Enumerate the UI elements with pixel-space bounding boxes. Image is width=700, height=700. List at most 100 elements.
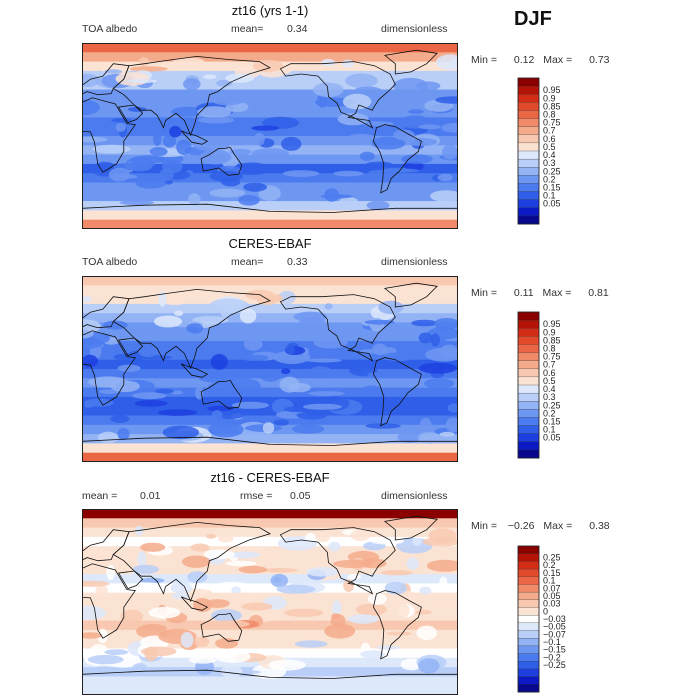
field-patch: [386, 631, 412, 636]
zonal-band: [82, 387, 458, 398]
field-patch: [339, 197, 358, 206]
coastline: [112, 55, 271, 137]
field-patch: [416, 625, 438, 641]
field-patch: [209, 298, 249, 312]
field-patch: [418, 124, 441, 130]
panel3-title: zt16 - CERES-EBAF: [210, 470, 330, 485]
field-patch: [273, 419, 289, 426]
field-patch: [383, 352, 415, 362]
field-patch: [232, 162, 271, 176]
field-patch: [281, 368, 291, 375]
field-patch: [92, 144, 131, 154]
colorbar-swatch: [517, 110, 540, 119]
field-patch: [439, 576, 448, 590]
field-patch: [121, 555, 133, 560]
zonal-band: [82, 648, 458, 659]
field-patch: [411, 319, 438, 327]
field-patch: [95, 585, 108, 597]
colorbar-swatch: [517, 599, 540, 608]
panel3-max-label: Max =: [543, 520, 573, 532]
field-patch: [140, 577, 165, 584]
colorbar-tick-label: 0.15: [543, 183, 561, 193]
field-patch: [398, 603, 410, 618]
field-patch: [211, 609, 242, 622]
field-patch: [157, 409, 198, 416]
field-patch: [306, 358, 342, 363]
field-patch: [82, 354, 98, 368]
field-patch: [294, 640, 328, 648]
field-patch: [170, 390, 183, 395]
field-patch: [220, 665, 243, 678]
coastline: [200, 379, 243, 409]
field-patch: [418, 658, 440, 674]
field-patch: [166, 117, 186, 123]
field-patch: [365, 423, 401, 429]
map-frame: [82, 509, 458, 695]
colorbar-swatch: [517, 368, 540, 378]
colorbar-tick-label: 0.7: [543, 126, 556, 136]
colorbar-swatch: [517, 207, 540, 217]
panel1-mean-value: 0.34: [287, 23, 308, 35]
panel2-map: [82, 276, 458, 462]
field-patch: [419, 586, 432, 595]
field-patch: [376, 645, 400, 650]
colorbar-tick-label: −0.03: [543, 614, 566, 624]
colorbar-tick-label: 0.7: [543, 360, 556, 370]
field-patch: [138, 347, 158, 358]
field-patch: [216, 79, 233, 87]
field-patch: [333, 170, 364, 177]
field-patch: [435, 54, 458, 71]
panel1-mean-label: mean=: [231, 23, 264, 35]
zonal-band: [82, 108, 458, 118]
field-patch: [82, 632, 103, 639]
colorbar-swatch: [517, 77, 540, 87]
field-patch: [296, 411, 327, 420]
field-patch: [321, 58, 335, 67]
field-patch: [211, 620, 250, 628]
field-patch: [243, 182, 267, 192]
field-patch: [422, 536, 458, 547]
panel1-colorbar: 0.950.90.850.80.750.70.60.50.40.30.250.2…: [517, 77, 561, 225]
coastline: [180, 130, 209, 145]
panel3-min-label: Min =: [471, 520, 497, 532]
colorbar-swatch: [517, 142, 540, 152]
colorbar-tick-label: 0.9: [543, 327, 556, 337]
field-patch: [185, 93, 212, 101]
colorbar-tick-label: −0.2: [543, 652, 561, 662]
colorbar-swatch: [517, 352, 540, 362]
field-patch: [97, 628, 108, 644]
colorbar-tick-label: 0.5: [543, 376, 556, 386]
field-patch: [203, 74, 217, 80]
field-patch: [259, 368, 282, 382]
zonal-band: [82, 276, 458, 286]
zonal-band: [82, 331, 458, 342]
coastline: [82, 203, 458, 229]
colorbar-swatch: [517, 392, 540, 402]
field-patch: [174, 310, 184, 316]
field-patch: [82, 605, 107, 621]
field-patch: [225, 560, 257, 567]
colorbar-tick-label: 0.07: [543, 583, 561, 593]
field-patch: [251, 125, 280, 131]
zonal-band: [82, 80, 458, 90]
colorbar-tick-label: 0.8: [543, 110, 556, 120]
coastline: [279, 527, 396, 595]
field-patch: [198, 116, 235, 124]
field-patch: [439, 344, 458, 359]
zonal-band: [82, 341, 458, 351]
field-patch: [148, 606, 181, 619]
field-patch: [192, 316, 229, 325]
zonal-band: [82, 629, 458, 640]
colorbar-swatch: [517, 328, 540, 337]
colorbar-tick-label: 0.15: [543, 417, 561, 427]
field-patch: [97, 431, 119, 444]
field-patch: [223, 592, 258, 602]
field-patch: [190, 543, 210, 552]
field-patch: [418, 332, 433, 344]
field-patch: [210, 354, 228, 370]
zonal-band: [82, 415, 458, 426]
colorbar-tick-label: 0.2: [543, 174, 556, 184]
field-patch: [297, 155, 308, 160]
zonal-band: [82, 452, 458, 462]
field-patch: [188, 193, 201, 206]
